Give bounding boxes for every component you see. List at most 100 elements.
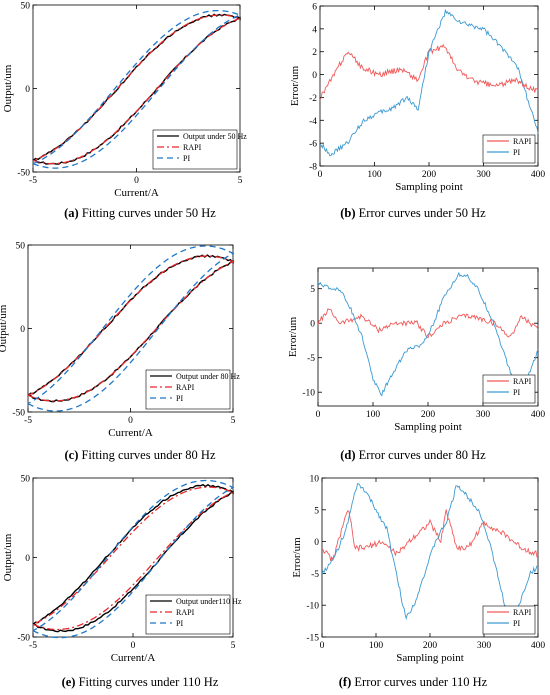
x-tick-label: 0 [134,176,139,186]
y-tick-label: 50 [16,242,26,252]
x-axis-label: Current/A [111,652,156,664]
legend-label: RAPI [513,377,532,386]
y-tick-label: -4 [309,117,317,127]
y-tick-label: 50 [21,2,31,12]
caption-b: (b) Error curves under 50 Hz [340,206,486,220]
y-tick-label: -5 [307,354,315,364]
series-dashdot [32,486,235,631]
legend-box [482,605,536,635]
y-tick-label: 0 [20,325,25,335]
y-tick-label: 5 [314,506,319,516]
x-tick-label: 100 [367,170,382,180]
x-tick-label: 400 [531,170,546,180]
legend-label: PI [513,388,520,397]
x-tick-label: 0 [128,416,133,426]
x-tick-label: 0 [316,410,321,420]
caption-e: (e) Fitting curves under 110 Hz [61,675,219,689]
y-tick-label: -2 [309,94,317,104]
x-axis-label: Sampling point [396,652,464,664]
chart-d: 0 100 200 300 400 -10 -5 0 5 Sampling point Error/… [287,267,546,433]
y-tick-label: 6 [312,3,317,13]
x-tick-label: 5 [231,416,236,426]
y-tick-label: -10 [302,389,315,399]
y-axis-label: Error/um [289,65,301,106]
x-tick-label: 200 [422,170,437,180]
x-tick-label: -5 [29,641,37,651]
y-tick-label: -50 [17,169,30,179]
x-tick-label: 200 [423,641,438,651]
series-dashdot [27,255,235,402]
series-rapi [317,308,539,339]
y-axis-label: Error/um [291,537,303,578]
legend-label: RAPI [513,608,532,617]
x-tick-label: 0 [318,170,323,180]
series-solid [32,13,241,165]
x-tick-label: 100 [366,410,381,420]
series-solid [32,483,234,633]
series-pi [319,9,539,157]
legend-label: PI [513,148,520,157]
y-tick-label: 10 [310,475,320,485]
legend-label: Output under 80 Hz [176,372,240,381]
y-axis-label: Error/um [287,316,299,357]
series-dashed [32,9,242,169]
y-tick-label: 0 [312,71,317,81]
y-axis-label: Output/um [2,533,14,581]
x-tick-label: 400 [531,410,546,420]
legend-label: Output under110 Hz [176,597,242,606]
series-pi [321,483,538,621]
y-tick-label: -50 [17,634,30,644]
series-pi [317,271,539,397]
y-tick-label: -6 [309,140,317,150]
legend-label: PI [513,619,520,628]
legend-label: RAPI [176,608,195,617]
series-rapi [321,509,539,562]
x-tick-label: 5 [238,176,243,186]
x-tick-label: 400 [531,641,546,651]
legend-label: PI [183,154,190,163]
series-dashed [32,479,235,639]
legend-label: PI [176,394,183,403]
x-tick-label: 200 [421,410,436,420]
series-dashdot [32,14,242,165]
x-tick-label: -5 [29,176,37,186]
y-axis-label: Output/um [2,64,14,112]
legend-label: RAPI [183,143,202,152]
y-tick-label: 0 [25,85,30,95]
x-tick-label: 300 [477,641,492,651]
y-tick-label: -8 [309,163,317,173]
chart-f: 0 100 200 300 400 -15 -10 -5 0 5 10 Sampling point E… [291,475,545,665]
legend-label: PI [176,619,183,628]
x-tick-label: 300 [476,170,491,180]
legend-box [482,374,536,404]
x-tick-label: -5 [24,416,32,426]
y-tick-label: -10 [306,602,319,612]
x-tick-label: 100 [369,641,384,651]
y-tick-label: -50 [12,409,25,419]
y-axis-label: Output/um [0,304,9,352]
caption-a: (a) Fitting curves under 50 Hz [64,206,216,220]
x-tick-label: 300 [476,410,491,420]
legend-label: Output under 50 Hz [183,132,247,141]
x-axis-label: Sampling point [395,181,463,193]
y-tick-label: 0 [314,538,319,548]
y-tick-label: 0 [25,554,30,564]
y-tick-label: 50 [21,475,31,485]
y-tick-label: -15 [306,634,319,644]
caption-c: (c) Fitting curves under 80 Hz [64,448,216,462]
x-tick-label: 0 [131,641,136,651]
y-tick-label: -5 [311,570,319,580]
caption-d: (d) Error curves under 80 Hz [340,448,486,462]
y-tick-label: 5 [310,285,315,295]
caption-f: (f) Error curves under 110 Hz [338,675,488,689]
y-tick-label: 0 [310,320,315,330]
x-tick-label: 5 [231,641,236,651]
legend-box [482,134,536,164]
chart-b: 0 100 200 300 400 -8 -6 -4 -2 0 2 4 6 Sampling point E… [289,3,545,194]
legend-label: RAPI [176,383,195,392]
y-tick-label: 4 [312,25,317,35]
x-tick-label: 0 [320,641,325,651]
